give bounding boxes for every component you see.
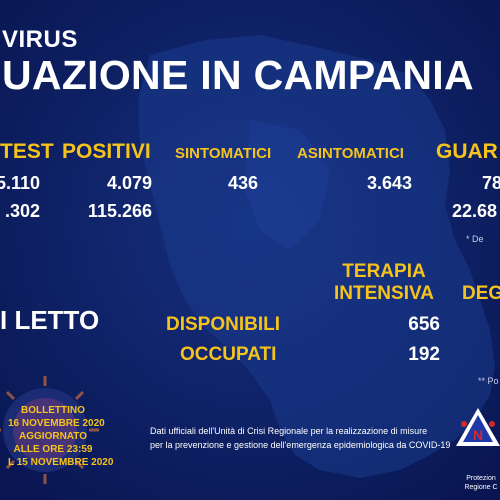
page-title: UAZIONE IN CAMPANIA (2, 52, 474, 98)
title-virus: VIRUS (2, 26, 78, 53)
bulletin-line3: AGGIORNATO (19, 431, 87, 442)
bulletin-line5: L 15 NOVEMBRE 2020 (8, 457, 114, 468)
beds-label: I LETTO (0, 305, 100, 335)
positivi-total: 115.266 (87, 201, 152, 221)
virus-icon (0, 376, 99, 484)
degenza-header: DEG (462, 283, 500, 304)
italy-map (138, 35, 495, 478)
guariti-header: GUAR (436, 140, 498, 163)
logo-line1: Protezion (466, 475, 496, 482)
disponibili-value: 656 (408, 314, 440, 335)
bulletin-line2: 16 NOVEMBRE 2020 (8, 418, 105, 429)
sintomatici-today: 436 (227, 173, 258, 193)
guariti-today: 78 (482, 173, 500, 193)
logo-line2: Regione C (464, 484, 498, 491)
footer-line2: per la prevenzione e gestione dell'emerg… (150, 440, 451, 450)
bulletin-box: BOLLETTINO 16 NOVEMBRE 2020 AGGIORNATO A… (8, 404, 114, 469)
occupati-value: 192 (408, 344, 440, 365)
positivi-header: POSITIVI (62, 140, 151, 163)
bulletin-line1: BOLLETTINO (21, 405, 85, 416)
occupati-label: OCCUPATI (180, 344, 277, 365)
test-header: TEST (0, 140, 54, 163)
test-today: 5.110 (0, 173, 40, 193)
positivi-today: 4.079 (106, 173, 152, 193)
footer-text: Dati ufficiali dell'Unità di Crisi Regio… (150, 424, 450, 452)
civil-protection-logo: N (456, 408, 500, 446)
degenza-note: ** Po (478, 376, 499, 386)
logo-caption: Protezion Regione C (462, 474, 500, 492)
asintomatici-header: ASINTOMATICI (297, 145, 404, 162)
asintomatici-today: 3.643 (366, 173, 412, 193)
disponibili-label: DISPONIBILI (166, 314, 281, 335)
footer-line1: Dati ufficiali dell'Unità di Crisi Regio… (150, 426, 428, 436)
sintomatici-header: SINTOMATICI (175, 145, 272, 162)
guariti-note: * De (466, 234, 484, 244)
bulletin-line4: ALLE ORE 23:59 (13, 444, 93, 455)
svg-text:N: N (473, 427, 483, 443)
test-total: .302 (4, 201, 40, 221)
guariti-total: 22.68 (452, 201, 498, 221)
terapia-intensiva-header: TERAPIA INTENSIVA (334, 261, 434, 304)
